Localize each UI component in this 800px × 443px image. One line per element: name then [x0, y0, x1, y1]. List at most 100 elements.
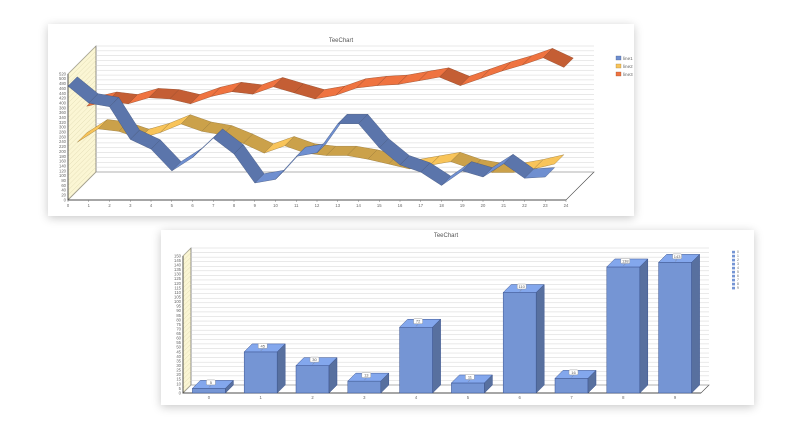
- data-label: 30: [312, 357, 317, 362]
- data-label-leader: [415, 324, 419, 327]
- bar: [658, 262, 692, 394]
- y-tick-label: 35: [176, 358, 181, 363]
- y-tick-label: 40: [176, 354, 181, 359]
- ribbon-segment-line3: [542, 48, 574, 68]
- data-label: 110: [519, 284, 526, 289]
- ribbon-segment-line2: [533, 154, 565, 170]
- floor: [67, 171, 595, 201]
- data-label: 138: [622, 258, 629, 263]
- legend-label: 5: [737, 270, 739, 274]
- bar: [502, 292, 537, 394]
- y-tick-label: 0: [64, 197, 67, 202]
- y-tick-label: 95: [176, 304, 181, 309]
- data-label-leader: [208, 385, 212, 388]
- legend-swatch: [732, 266, 735, 270]
- x-tick-label: 10: [273, 203, 278, 208]
- legend-label: line3: [623, 72, 633, 77]
- y-tick-label: 20: [61, 193, 66, 198]
- y-tick-label: 55: [176, 340, 181, 345]
- data-label-leader: [364, 377, 367, 381]
- legend-swatch: [732, 270, 735, 274]
- legend-label: 6: [737, 274, 739, 278]
- wall-gridline: [182, 375, 192, 385]
- legend-swatch: [732, 282, 735, 286]
- x-tick-label: 2: [311, 395, 314, 400]
- wall-gridline: [182, 316, 192, 325]
- data-label: 72: [416, 319, 421, 324]
- wall-gridline: [182, 311, 192, 321]
- bar-side: [432, 318, 441, 394]
- data-label-box: [620, 258, 630, 264]
- y-tick-label: 140: [174, 263, 182, 268]
- legend-swatch: [615, 71, 622, 77]
- x-tick-label: 4: [150, 203, 153, 208]
- y-tick-label: 360: [59, 110, 67, 115]
- y-tick-label: 80: [176, 317, 181, 322]
- x-tick-label: 6: [191, 203, 194, 208]
- legend-swatch: [732, 250, 735, 254]
- data-label-leader: [623, 263, 626, 267]
- wall-gridline: [67, 162, 97, 191]
- wall-gridline: [182, 302, 192, 311]
- x-tick-label: 21: [501, 203, 506, 208]
- bar: [347, 380, 382, 394]
- y-tick-label: 70: [176, 326, 181, 331]
- y-tick-label: 220: [59, 144, 67, 149]
- y-tick-label: 140: [59, 163, 67, 168]
- bar: [399, 326, 433, 394]
- y-tick-label: 200: [59, 149, 67, 154]
- y-tick-label: 120: [59, 168, 67, 173]
- data-label: 11: [468, 374, 473, 379]
- bar: [243, 351, 278, 394]
- y-tick-label: 240: [59, 139, 67, 144]
- x-tick-label: 14: [356, 203, 361, 208]
- y-tick-label: 300: [59, 125, 67, 130]
- legend-label: 4: [737, 266, 739, 270]
- wall-gridline: [182, 270, 192, 279]
- bar-side: [225, 379, 234, 394]
- data-label-box: [413, 318, 423, 324]
- x-tick-label: 1: [88, 203, 91, 208]
- y-tick-label: 45: [176, 349, 181, 354]
- wall-gridline: [67, 171, 97, 201]
- x-tick-label: 15: [377, 203, 382, 208]
- data-label-box: [465, 374, 475, 380]
- y-tick-label: 120: [174, 281, 182, 286]
- ribbon-segment-line1: [523, 167, 556, 179]
- y-tick-label: 90: [176, 308, 181, 313]
- legend-label: 3: [737, 262, 739, 266]
- legend-swatch: [732, 254, 735, 258]
- line-chart: 0204060801001201401601802002202402602803…: [59, 38, 633, 208]
- wall-gridline: [182, 279, 192, 289]
- x-tick-label: 3: [363, 395, 366, 400]
- data-label-box: [672, 253, 682, 260]
- wall-gridline: [67, 152, 97, 181]
- chart-title: TeeChart: [434, 233, 459, 239]
- y-tick-label: 85: [176, 313, 181, 318]
- wall-gridline: [67, 147, 97, 176]
- data-label-box: [361, 372, 372, 378]
- wall-gridline: [182, 348, 192, 357]
- wall-gridline: [67, 55, 97, 84]
- data-label-box: [309, 356, 320, 363]
- y-tick-label: 500: [59, 76, 67, 81]
- legend-swatch: [732, 258, 735, 262]
- data-label: 143: [674, 254, 681, 259]
- x-tick-label: 1: [260, 395, 263, 400]
- wall-gridline: [182, 252, 192, 261]
- legend-swatch: [732, 278, 735, 282]
- data-label-box: [257, 343, 268, 349]
- y-tick-label: 0: [179, 390, 182, 395]
- x-tick-label: 0: [67, 203, 70, 208]
- y-tick-label: 480: [59, 81, 67, 86]
- wall-gridline: [182, 266, 192, 275]
- x-tick-label: 23: [543, 203, 548, 208]
- y-tick-label: 115: [174, 285, 181, 290]
- y-tick-label: 145: [174, 258, 182, 263]
- wall-gridline: [182, 380, 192, 389]
- wall-gridline: [67, 50, 97, 79]
- data-label-leader: [467, 379, 471, 383]
- x-tick-label: 4: [415, 395, 418, 400]
- legend-label: 1: [737, 254, 739, 258]
- y-tick-label: 160: [59, 159, 67, 164]
